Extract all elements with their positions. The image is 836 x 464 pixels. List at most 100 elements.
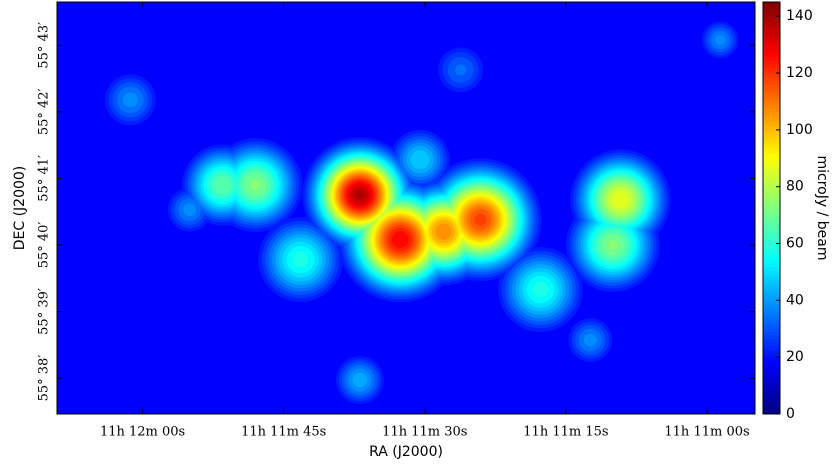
colorbar-step	[763, 318, 780, 322]
colorbar-step	[763, 287, 780, 291]
colorbar-step	[763, 215, 780, 219]
colorbar-step	[763, 60, 780, 64]
x-axis-label: RA (J2000)	[369, 444, 443, 460]
image	[57, 2, 755, 414]
colorbar-step	[763, 390, 780, 394]
colorbar-step	[763, 153, 780, 157]
colorbar-tick-label: 20	[786, 349, 804, 365]
colorbar-step	[763, 280, 780, 284]
colorbar-step	[763, 36, 780, 40]
colorbar-step	[763, 304, 780, 308]
colorbar-step	[763, 40, 780, 44]
colorbar-step	[763, 222, 780, 226]
colorbar-step	[763, 404, 780, 408]
colorbar-step	[763, 239, 780, 243]
colorbar-step	[763, 380, 780, 384]
colorbar: 020406080100120140	[763, 2, 813, 422]
colorbar-step	[763, 163, 780, 167]
colorbar-step	[763, 407, 780, 411]
colorbar-step	[763, 232, 780, 236]
colorbar-step	[763, 181, 780, 185]
colorbar-step	[763, 126, 780, 130]
colorbar-step	[763, 363, 780, 367]
emission-contour	[611, 191, 629, 209]
colorbar-step	[763, 12, 780, 16]
colorbar-step	[763, 201, 780, 205]
colorbar-label: microJy / beam	[814, 156, 830, 261]
colorbar-step	[763, 393, 780, 397]
colorbar-step	[763, 325, 780, 329]
colorbar-step	[763, 321, 780, 325]
colorbar-step	[763, 284, 780, 288]
colorbar-tick-label: 140	[786, 8, 813, 24]
colorbar-step	[763, 47, 780, 51]
colorbar-step	[763, 277, 780, 281]
colorbar-step	[763, 19, 780, 23]
colorbar-step	[763, 345, 780, 349]
colorbar-tick-label: 120	[786, 65, 813, 81]
x-tick-label: 11h 12m 00s	[100, 425, 185, 440]
colorbar-step	[763, 43, 780, 47]
emission-contour	[474, 214, 486, 226]
colorbar-step	[763, 115, 780, 119]
colorbar-step	[763, 157, 780, 161]
colorbar-step	[763, 397, 780, 401]
colorbar-step	[763, 208, 780, 212]
colorbar-step	[763, 29, 780, 33]
colorbar-step	[763, 359, 780, 363]
colorbar-step	[763, 256, 780, 260]
colorbar-step	[763, 369, 780, 373]
colorbar-step	[763, 205, 780, 209]
colorbar-step	[763, 84, 780, 88]
colorbar-step	[763, 132, 780, 136]
colorbar-step	[763, 387, 780, 391]
colorbar-step	[763, 88, 780, 92]
colorbar-step	[763, 335, 780, 339]
colorbar-step	[763, 5, 780, 9]
colorbar-step	[763, 366, 780, 370]
colorbar-step	[763, 136, 780, 140]
x-tick-label: 11h 11m 30s	[382, 425, 467, 440]
colorbar-step	[763, 98, 780, 102]
colorbar-tick-label: 60	[786, 236, 804, 252]
colorbar-step	[763, 50, 780, 54]
colorbar-step	[763, 263, 780, 267]
colorbar-step	[763, 294, 780, 298]
colorbar-step	[763, 91, 780, 95]
colorbar-step	[763, 314, 780, 318]
emission-contour	[355, 190, 365, 200]
colorbar-step	[763, 64, 780, 68]
colorbar-step	[763, 119, 780, 123]
colorbar-step	[763, 198, 780, 202]
colorbar-step	[763, 373, 780, 377]
colorbar-step	[763, 229, 780, 233]
colorbar-step	[763, 143, 780, 147]
colorbar-step	[763, 332, 780, 336]
colorbar-step	[763, 54, 780, 58]
colorbar-step	[763, 338, 780, 342]
colorbar-step	[763, 383, 780, 387]
colorbar-step	[763, 105, 780, 109]
colorbar-tick-label: 0	[786, 406, 795, 422]
emission-contour	[293, 252, 309, 268]
colorbar-tick-label: 40	[786, 292, 804, 308]
colorbar-step	[763, 211, 780, 215]
emission-contour	[352, 373, 367, 388]
colorbar-step	[763, 57, 780, 61]
y-tick-label: 55° 41′	[37, 155, 52, 202]
colorbar-step	[763, 349, 780, 353]
colorbar-step	[763, 78, 780, 82]
colorbar-tick-label: 80	[786, 179, 804, 195]
y-axis-label: DEC (J2000)	[12, 166, 28, 251]
colorbar-step	[763, 160, 780, 164]
colorbar-step	[763, 235, 780, 239]
colorbar-step	[763, 191, 780, 195]
x-tick-label: 11h 11m 15s	[523, 425, 608, 440]
colorbar-step	[763, 170, 780, 174]
colorbar-step	[763, 150, 780, 154]
emission-contour	[435, 223, 451, 239]
colorbar-step	[763, 146, 780, 150]
colorbar-step	[763, 400, 780, 404]
x-tick-label: 11h 11m 45s	[241, 425, 326, 440]
emission-contour	[715, 35, 726, 46]
